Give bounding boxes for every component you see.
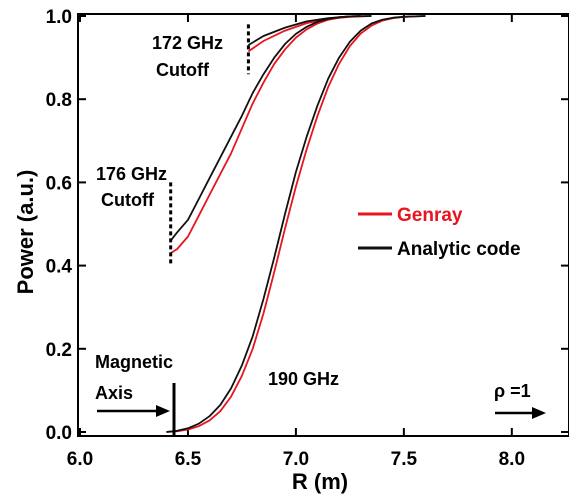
x-tick-label: 8.0 [499, 449, 525, 470]
annotation-magnetic: Magnetic [95, 352, 173, 372]
legend-label-genray: Genray [397, 205, 463, 226]
series-line-analytic-code-190ghz [166, 15, 426, 433]
annotation-group [169, 24, 250, 266]
tick-group: 6.0 6.5 7.0 7.5 8.0 0.0 0.2 0.4 0.6 0.8 1.0 [46, 7, 569, 470]
legend: Genray Analytic code [358, 205, 521, 260]
rho-arrowhead-icon [532, 407, 546, 419]
annotation-176ghz-cutoff: Cutoff [101, 190, 155, 210]
y-tick-label: 0.8 [46, 90, 72, 111]
y-tick-label: 1.0 [46, 7, 72, 28]
x-tick-label: 6.0 [67, 449, 93, 470]
y-tick-label: 0.4 [46, 257, 73, 278]
legend-label-analytic: Analytic code [397, 239, 521, 260]
x-tick-label: 7.5 [391, 449, 418, 470]
series-line-analytic-code-172ghz [247, 15, 372, 46]
annotation-176ghz: 176 GHz [96, 164, 167, 184]
x-axis-label: R (m) [292, 469, 348, 494]
magnetic-axis-arrowhead-icon [156, 405, 170, 417]
annotation-172ghz: 172 GHz [152, 33, 223, 53]
annotation-rho: ρ =1 [494, 381, 531, 401]
x-tick-label: 6.5 [175, 449, 202, 470]
y-tick-label: 0.0 [46, 423, 72, 444]
plot-frame [77, 13, 569, 437]
x-tick-label: 7.0 [283, 449, 309, 470]
y-tick-label: 0.2 [46, 340, 72, 361]
series-line-analytic-code-176ghz [169, 15, 361, 242]
y-tick-label: 0.6 [46, 173, 72, 194]
annotation-axis: Axis [95, 383, 133, 403]
y-axis-label: Power (a.u.) [13, 170, 38, 295]
annotation-190ghz: 190 GHz [268, 369, 339, 389]
annotation-172ghz-cutoff: Cutoff [156, 60, 210, 80]
series-group [166, 15, 426, 433]
